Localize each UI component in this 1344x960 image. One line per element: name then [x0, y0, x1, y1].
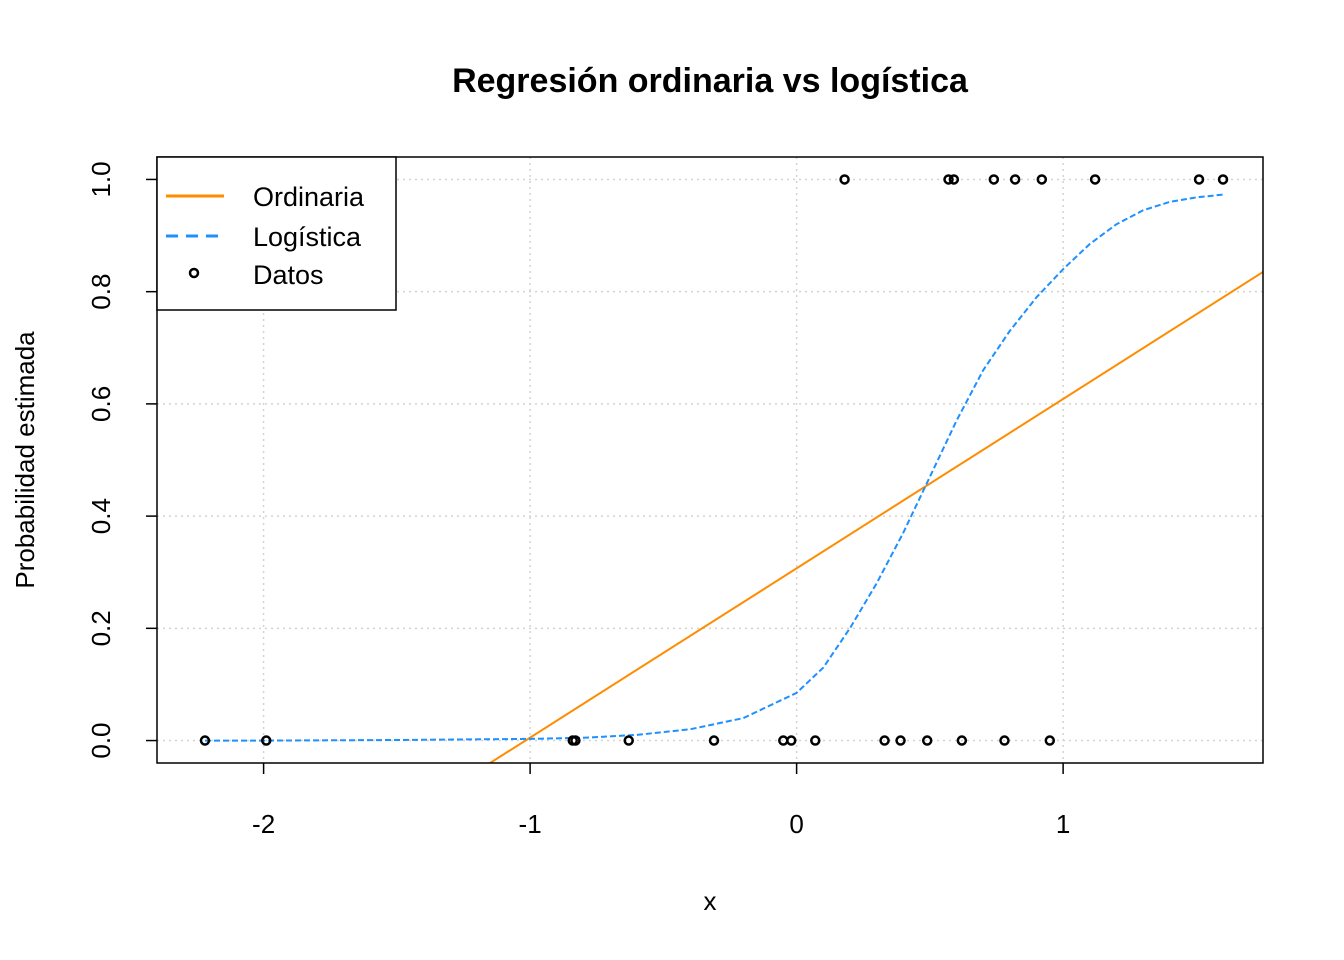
data-point — [1217, 174, 1229, 185]
data-point — [1089, 174, 1101, 185]
legend: Ordinaria Logística Datos — [156, 156, 397, 311]
data-point — [570, 735, 581, 746]
data-point — [1009, 174, 1021, 185]
plot-frame — [156, 156, 1264, 764]
y-tick-label: 1.0 — [86, 161, 116, 197]
legend-label: Ordinaria — [253, 182, 365, 212]
y-tick-label: 0.8 — [86, 274, 116, 310]
data-point — [895, 735, 906, 746]
axes: -2 -1 0 1 0.0 0.2 0.4 0.6 0.8 1.0 — [86, 161, 1070, 839]
data-point — [810, 735, 821, 746]
data-point — [956, 735, 968, 746]
series-line-ordinaria — [489, 271, 1263, 763]
y-tick-label: 0.0 — [86, 722, 116, 758]
data-point — [921, 735, 933, 746]
data-point — [999, 735, 1010, 746]
plot-series — [199, 174, 1263, 763]
data-point — [708, 735, 720, 746]
data-point — [943, 174, 954, 185]
x-axis-label: x — [704, 886, 717, 916]
legend-box — [156, 156, 397, 311]
y-tick-label: 0.4 — [86, 498, 116, 534]
data-point — [948, 174, 960, 185]
data-point — [1193, 174, 1205, 185]
x-tick-label: -1 — [519, 809, 542, 839]
x-tick-label: -2 — [252, 809, 275, 839]
data-point — [261, 735, 272, 746]
y-axis-label: Probabilidad estimada — [10, 331, 40, 589]
data-point — [839, 174, 850, 185]
y-tick-label: 0.2 — [86, 610, 116, 646]
legend-label: Datos — [253, 260, 324, 290]
data-point — [988, 174, 1000, 185]
data-point — [623, 735, 634, 746]
series-line-logística — [205, 193, 1224, 742]
data-point — [1036, 174, 1048, 185]
y-tick-label: 0.6 — [86, 386, 116, 422]
data-point — [1044, 735, 1056, 746]
legend-label: Logística — [253, 222, 362, 252]
x-tick-label: 0 — [789, 809, 803, 839]
data-point — [786, 735, 797, 746]
data-point — [199, 735, 211, 746]
legend-swatch-point — [188, 267, 200, 279]
chart-title: Regresión ordinaria vs logística — [452, 62, 969, 100]
data-point — [879, 735, 890, 746]
x-tick-label: 1 — [1056, 809, 1070, 839]
